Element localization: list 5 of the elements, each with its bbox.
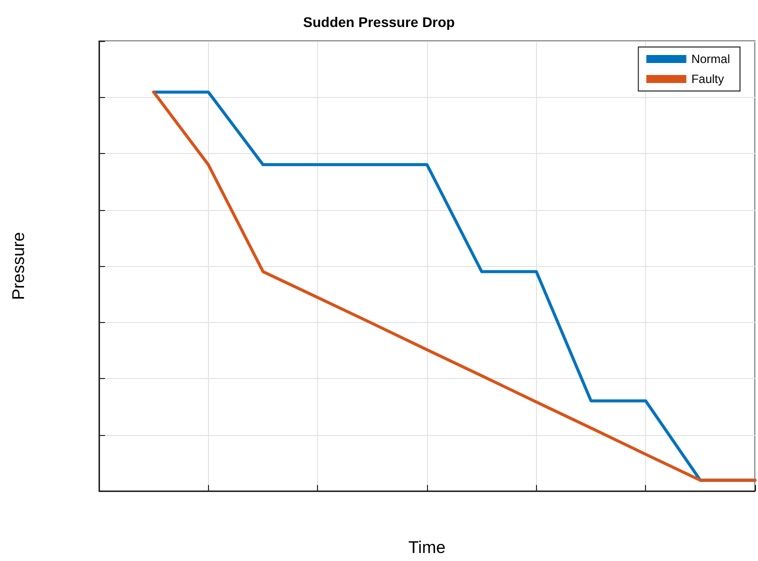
x-axis-title: Time [408, 538, 446, 557]
legend-label: Faulty [691, 72, 724, 86]
y-axis-title: Pressure [9, 232, 28, 300]
legend-label: Normal [691, 52, 730, 66]
chart-title: Sudden Pressure Drop [303, 14, 455, 30]
